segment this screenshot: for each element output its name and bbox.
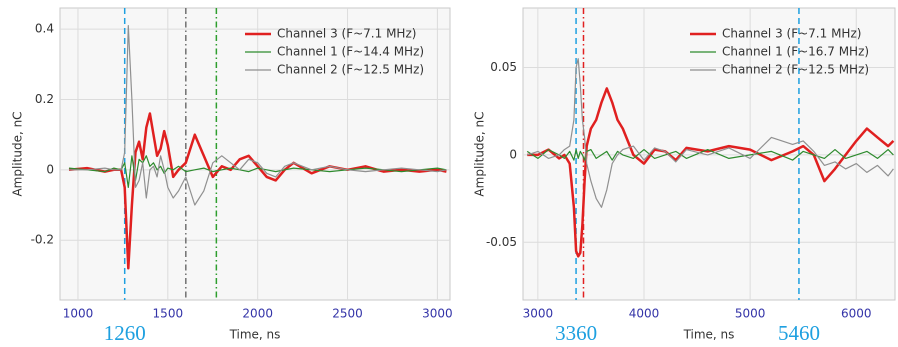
series-line [68,155,447,188]
y-tick-label: -0.2 [31,233,54,247]
y-axis-label: Amplitude, nC [11,111,25,196]
x-tick-label: 1500 [153,307,184,321]
x-axis-label: Time, ns [683,328,735,342]
series-line [527,58,894,208]
series-line [527,87,895,258]
series-line [69,25,447,206]
legend-label: Channel 2 (F~12.5 MHz) [722,63,869,77]
legend-label: Channel 2 (F~12.5 MHz) [277,63,424,77]
y-tick-label: 0.05 [490,60,517,74]
x-tick-label: 5000 [735,307,766,321]
marker-label: 3360 [555,321,597,345]
x-tick-label: 3000 [422,307,453,321]
x-tick-label: 2500 [332,307,363,321]
x-tick-label: 1000 [63,307,94,321]
y-tick-label: 0 [509,147,517,161]
y-tick-label: 0 [46,162,54,176]
marker-label: 1260 [104,321,146,345]
y-tick-label: 0.2 [35,92,54,106]
x-tick-label: 6000 [841,307,872,321]
legend-label: Channel 1 (F~16.7 MHz) [722,45,869,59]
legend-label: Channel 3 (F~7.1 MHz) [722,27,861,41]
legend-label: Channel 3 (F~7.1 MHz) [277,27,416,41]
legend-label: Channel 1 (F~14.4 MHz) [277,45,424,59]
x-tick-label: 4000 [629,307,660,321]
y-tick-label: -0.05 [486,235,517,249]
x-tick-label: 2000 [242,307,273,321]
marker-label: 5460 [778,321,820,345]
x-axis-label: Time, ns [229,328,281,342]
y-tick-label: 0.4 [35,22,54,36]
series-line [526,149,894,161]
x-tick-label: 3000 [523,307,554,321]
y-axis-label: Amplitude, nC [473,111,487,196]
